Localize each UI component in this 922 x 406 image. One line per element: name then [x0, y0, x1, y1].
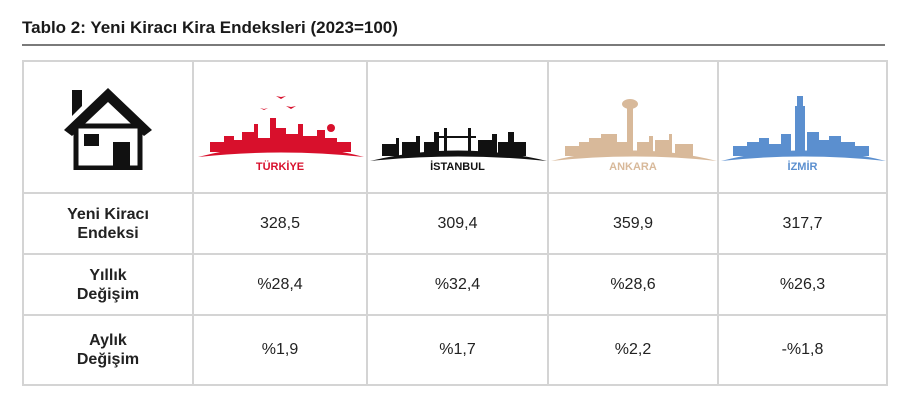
cell-value: %32,4 — [366, 253, 549, 316]
row-label: Aylık Değişim — [22, 314, 194, 386]
column-header-istanbul: İSTANBUL — [430, 161, 485, 173]
table-row: Yeni Kiracı Endeksi 328,5 309,4 359,9 31… — [22, 192, 888, 255]
column-header-izmir: İZMİR — [787, 161, 818, 173]
cell-value: %28,4 — [192, 253, 368, 316]
title-underline — [22, 44, 885, 46]
column-ankara: ANKARA — [547, 60, 719, 194]
cell-value: 309,4 — [366, 192, 549, 255]
cell-value: %28,6 — [547, 253, 719, 316]
column-istanbul: İSTANBUL — [366, 60, 549, 194]
cell-value: 317,7 — [717, 192, 888, 255]
column-header-ankara: ANKARA — [609, 161, 657, 173]
column-izmir: İZMİR — [717, 60, 888, 194]
table-row: Yıllık Değişim %28,4 %32,4 %28,6 %26,3 — [22, 253, 888, 316]
cell-value: %1,9 — [192, 314, 368, 386]
izmir-skyline-icon — [721, 96, 886, 161]
house-icon — [64, 88, 152, 170]
house-cell — [22, 60, 194, 194]
cell-value: 328,5 — [192, 192, 368, 255]
column-header-turkiye: TÜRKİYE — [255, 161, 305, 173]
ankara-skyline-icon — [551, 99, 717, 161]
rent-index-table: TÜRKİYE İSTANBUL — [22, 60, 888, 386]
turkiye-skyline-icon — [198, 96, 364, 157]
column-turkiye: TÜRKİYE — [192, 60, 368, 194]
header-row: TÜRKİYE İSTANBUL — [22, 60, 888, 194]
cell-value: %1,7 — [366, 314, 549, 386]
cell-value: %26,3 — [717, 253, 888, 316]
cell-value: 359,9 — [547, 192, 719, 255]
table-row: Aylık Değişim %1,9 %1,7 %2,2 -%1,8 — [22, 314, 888, 386]
cell-value: -%1,8 — [717, 314, 888, 386]
cell-value: %2,2 — [547, 314, 719, 386]
istanbul-skyline-icon — [370, 128, 547, 161]
row-label: Yeni Kiracı Endeksi — [22, 192, 194, 255]
table-title: Tablo 2: Yeni Kiracı Kira Endeksleri (20… — [22, 18, 398, 37]
row-label: Yıllık Değişim — [22, 253, 194, 316]
